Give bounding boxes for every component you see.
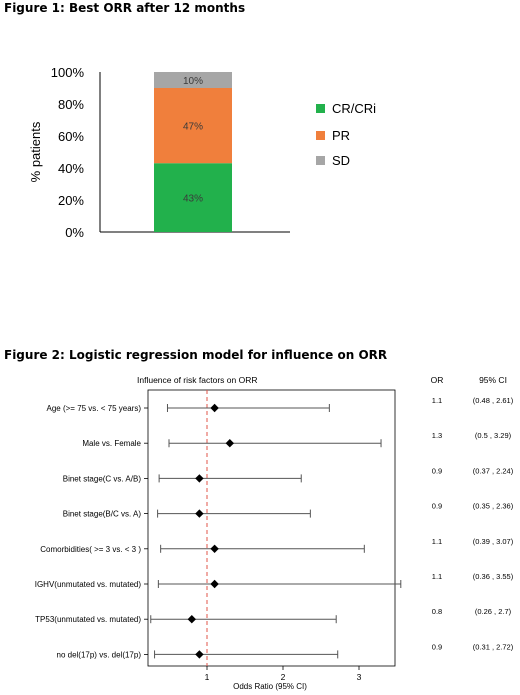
or-value: 1.1 bbox=[432, 537, 442, 546]
data-label: 47% bbox=[183, 122, 203, 133]
y-tick-label: 60% bbox=[58, 129, 84, 144]
row-label: Comorbidities( >= 3 vs. < 3 ) bbox=[40, 545, 141, 554]
legend-swatch bbox=[316, 156, 325, 165]
row-label: Binet stage(C vs. A/B) bbox=[63, 474, 142, 483]
or-value: 1.1 bbox=[432, 396, 442, 405]
figure2-title: Figure 2: Logistic regression model for … bbox=[4, 348, 388, 362]
legend-label: CR/CRi bbox=[332, 101, 376, 116]
ci-value: (0.48 , 2.61) bbox=[473, 396, 514, 405]
y-tick-label: 0% bbox=[65, 225, 84, 240]
legend-swatch bbox=[316, 131, 325, 140]
bar-segment bbox=[154, 88, 232, 164]
or-value: 0.9 bbox=[432, 502, 442, 511]
x-axis-label: Odds Ratio (95% CI) bbox=[233, 682, 307, 691]
plot-title: Influence of risk factors on ORR bbox=[137, 375, 257, 385]
or-value: 0.9 bbox=[432, 642, 442, 651]
or-value: 0.8 bbox=[432, 607, 442, 616]
y-tick-label: 20% bbox=[58, 193, 84, 208]
data-label: 10% bbox=[183, 76, 203, 87]
ci-column-header: 95% CI bbox=[479, 375, 507, 385]
or-value: 1.3 bbox=[432, 431, 442, 440]
row-label: Binet stage(B/C vs. A) bbox=[63, 510, 142, 519]
y-tick-label: 40% bbox=[58, 161, 84, 176]
bar-segment bbox=[154, 163, 232, 232]
ci-value: (0.39 , 3.07) bbox=[473, 537, 514, 546]
data-label: 43% bbox=[183, 194, 203, 205]
forest-plot: Influence of risk factors on ORR OR 95% CI… bbox=[35, 375, 514, 691]
stacked-bar-chart: 0% 20% 40% 60% 80% 100% % patients 43% 47% 10% CR/… bbox=[28, 65, 376, 240]
ci-value: (0.36 , 3.55) bbox=[473, 572, 514, 581]
bar-segment bbox=[154, 72, 232, 88]
figure1-title: Figure 1: Best ORR after 12 months bbox=[4, 1, 246, 15]
ci-value: (0.37 , 2.24) bbox=[473, 466, 514, 475]
y-axis-label: % patients bbox=[28, 121, 43, 182]
y-tick-label: 100% bbox=[51, 65, 85, 80]
row-label: TP53(unmutated vs. mutated) bbox=[35, 615, 141, 624]
or-point bbox=[210, 403, 219, 413]
row-label: no del(17p) vs. del(17p) bbox=[57, 650, 142, 659]
x-tick-label: 3 bbox=[357, 672, 362, 682]
ci-value: (0.35 , 2.36) bbox=[473, 502, 514, 511]
ci-value: (0.26 , 2.7) bbox=[475, 607, 512, 616]
legend-label: SD bbox=[332, 153, 350, 168]
x-tick-label: 2 bbox=[281, 672, 286, 682]
ci-value: (0.5 , 3.29) bbox=[475, 431, 512, 440]
ci-value: (0.31 , 2.72) bbox=[473, 642, 514, 651]
x-tick-label: 1 bbox=[205, 672, 210, 682]
or-point bbox=[187, 615, 196, 624]
plot-frame bbox=[147, 389, 396, 667]
or-point bbox=[210, 544, 219, 553]
legend-swatch bbox=[316, 104, 325, 113]
row-label: Male vs. Female bbox=[82, 439, 141, 448]
or-point bbox=[195, 509, 204, 518]
or-column-header: OR bbox=[431, 375, 444, 385]
or-value: 1.1 bbox=[432, 572, 442, 581]
y-tick-label: 80% bbox=[58, 97, 84, 112]
or-point bbox=[225, 439, 234, 448]
row-label: Age (>= 75 vs. < 75 years) bbox=[47, 404, 142, 413]
or-point bbox=[195, 650, 204, 659]
or-value: 0.9 bbox=[432, 466, 442, 475]
row-label: IGHV(unmutated vs. mutated) bbox=[35, 580, 142, 589]
or-point bbox=[210, 579, 219, 589]
or-point bbox=[195, 474, 204, 483]
legend-label: PR bbox=[332, 128, 350, 143]
